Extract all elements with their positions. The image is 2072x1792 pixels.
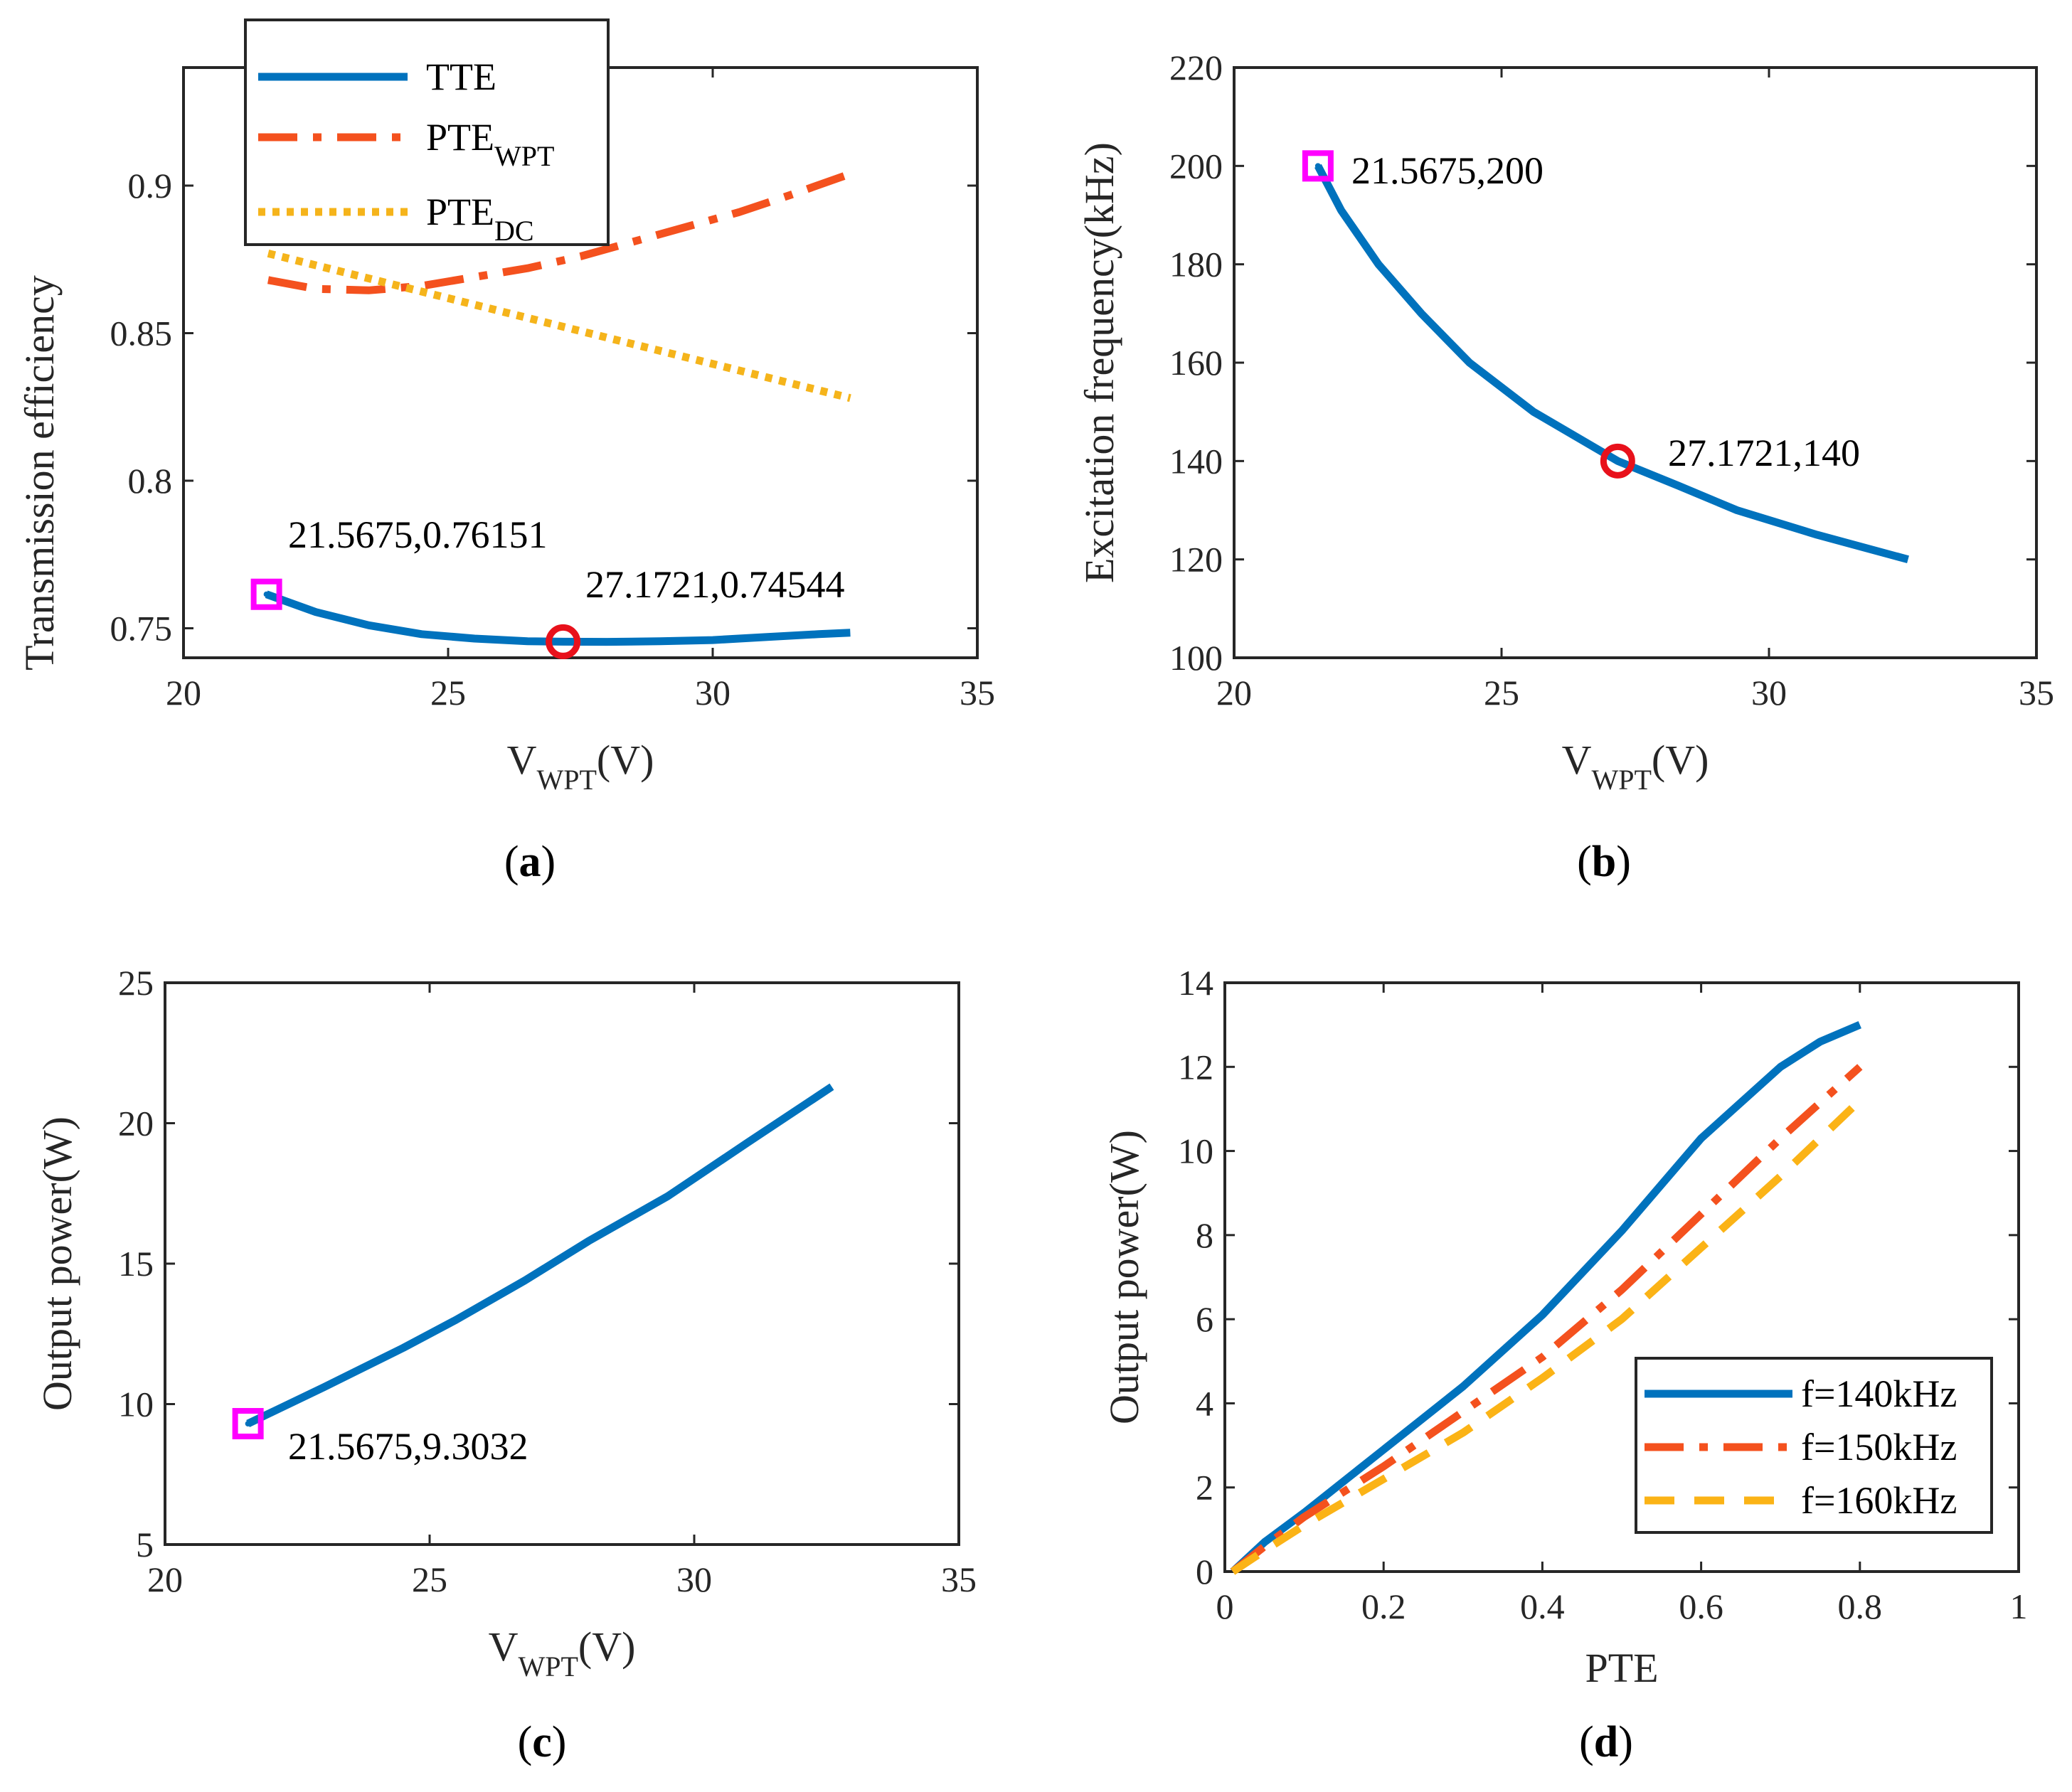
panel-caption: (c): [518, 1718, 567, 1766]
x-axis-label-tail: (V): [597, 737, 654, 783]
y-tick-label: 200: [1169, 146, 1223, 186]
y-tick-label: 10: [118, 1385, 154, 1424]
y-tick-label: 0.9: [128, 166, 173, 206]
x-axis-label-sub: WPT: [1591, 764, 1651, 796]
y-axis-label: Output power(W): [1101, 1130, 1147, 1424]
y-tick-label: 0.75: [110, 609, 173, 649]
x-tick-label: 0.2: [1361, 1586, 1406, 1626]
chart-panel-a: 20 25 30 35 0.75 0.8 0.85 0.9 VWPT(V) Transmissio…: [16, 20, 995, 886]
x-axis-label: VWPT(V): [507, 737, 654, 796]
y-tick-label: 14: [1178, 963, 1213, 1003]
x-axis-label-sub: WPT: [536, 764, 596, 796]
x-tick-label: 0.4: [1520, 1586, 1565, 1626]
legend: TTE PTEWPT PTEDC: [245, 20, 608, 247]
data-point: [264, 592, 270, 597]
legend-label: f=160kHz: [1801, 1479, 1957, 1522]
chart-panel-c: 20 25 30 35 5 10 15 20 25 VWPT(V) Output power(W) (…: [34, 963, 977, 1766]
y-axis-label: Output power(W): [34, 1116, 80, 1411]
data-annotation: 27.1721,140: [1668, 432, 1860, 474]
y-tick-label: 25: [118, 963, 154, 1003]
y-tick-label: 220: [1169, 48, 1223, 87]
x-tick-label: 30: [1751, 673, 1787, 713]
series-line-frequency: [1318, 166, 1908, 559]
data-point: [245, 1421, 251, 1426]
x-tick-label: 35: [2019, 673, 2054, 713]
x-tick-label: 35: [941, 1559, 977, 1599]
x-axis-label: VWPT(V): [489, 1623, 636, 1682]
x-tick-label: 0: [1216, 1586, 1234, 1626]
x-tick-label: 20: [1216, 673, 1252, 713]
y-tick-label: 100: [1169, 638, 1223, 678]
y-tick-label: 0.8: [128, 461, 173, 501]
legend-label: f=140kHz: [1801, 1372, 1957, 1415]
x-axis-label: PTE: [1585, 1645, 1658, 1691]
panel-caption: (d): [1579, 1718, 1633, 1766]
plot-frame: [165, 983, 959, 1545]
x-tick-label: 0.6: [1679, 1586, 1723, 1626]
y-axis-label: Excitation frequency(kHz): [1076, 142, 1122, 583]
series-line-pte-dc: [268, 253, 850, 398]
x-tick-label: 20: [166, 673, 201, 713]
y-tick-label: 4: [1196, 1383, 1213, 1423]
y-tick-label: 15: [118, 1244, 154, 1284]
legend-label: f=150kHz: [1801, 1426, 1957, 1468]
y-tick-label: 20: [118, 1104, 154, 1143]
x-tick-label: 1: [2010, 1586, 2028, 1626]
y-tick-label: 5: [136, 1525, 154, 1564]
x-tick-label: 0.8: [1838, 1586, 1883, 1626]
y-axis-label: Transmission efficiency: [16, 275, 63, 671]
data-annotation: 21.5675,200: [1351, 149, 1544, 192]
legend: f=140kHz f=150kHz f=160kHz: [1636, 1358, 1992, 1532]
data-point: [1315, 163, 1321, 169]
x-axis-label-main: V: [489, 1623, 519, 1670]
legend-label: TTE: [426, 55, 496, 98]
y-tick-label: 140: [1169, 441, 1223, 481]
x-axis-label-main: V: [507, 737, 537, 783]
y-tick-label: 180: [1169, 245, 1223, 284]
y-tick-label: 8: [1196, 1215, 1213, 1255]
x-tick-label: 25: [1484, 673, 1519, 713]
x-tick-label: 25: [430, 673, 466, 713]
x-axis-label-main: V: [1562, 737, 1592, 783]
panel-caption: (b): [1577, 838, 1631, 886]
data-annotation: 21.5675,0.76151: [288, 513, 548, 556]
x-tick-label: 30: [676, 1559, 712, 1599]
y-tick-label: 10: [1178, 1131, 1213, 1171]
y-tick-label: 0: [1196, 1552, 1213, 1591]
x-tick-label: 30: [695, 673, 730, 713]
x-axis-label-tail: (V): [1652, 737, 1709, 783]
x-axis-label: VWPT(V): [1562, 737, 1709, 796]
y-tick-label: 12: [1178, 1047, 1213, 1087]
figure: 20 25 30 350.750.80.850.9VWPT(V)Transmissio…: [0, 0, 2072, 1792]
panel-caption: (a): [504, 838, 556, 886]
x-tick-label: 25: [412, 1559, 447, 1599]
y-tick-label: 160: [1169, 343, 1223, 383]
x-tick-label: 35: [960, 673, 995, 713]
y-tick-label: 0.85: [110, 314, 173, 353]
x-axis-label-main: PTE: [1585, 1645, 1658, 1691]
x-axis-label-tail: (V): [578, 1623, 636, 1670]
series-line-power: [248, 1087, 832, 1424]
y-tick-label: 6: [1196, 1299, 1213, 1339]
x-axis-label-sub: WPT: [518, 1650, 578, 1682]
x-tick-label: 20: [147, 1559, 183, 1599]
y-tick-label: 120: [1169, 540, 1223, 580]
data-annotation: 21.5675,9.3032: [288, 1425, 528, 1468]
chart-panel-b: 20 25 30 35 100 120 140 160 180 200 220 VWPT(V) Exci…: [1076, 48, 2054, 886]
data-annotation: 27.1721,0.74544: [585, 563, 845, 606]
y-tick-label: 2: [1196, 1468, 1213, 1508]
